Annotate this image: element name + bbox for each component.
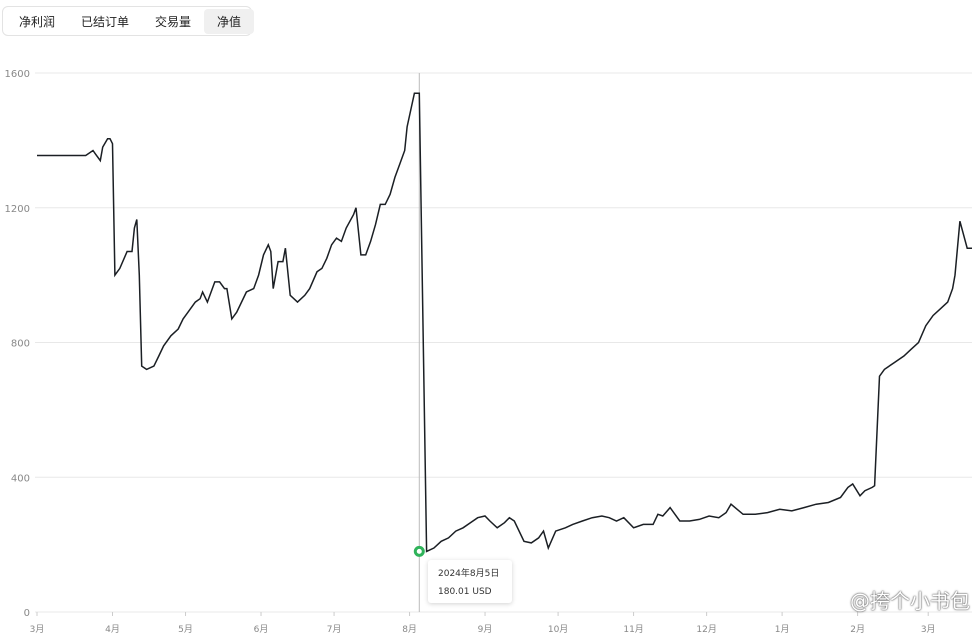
y-tick-label: 1600 (5, 69, 30, 80)
tab-bar: 净利润 已结订单 交易量 净值 (2, 6, 255, 36)
y-tick-label: 800 (11, 339, 30, 350)
x-tick-label: 5月 (178, 624, 193, 635)
x-tick-label: 1月 (775, 624, 790, 635)
x-tick-label: 6月 (254, 624, 269, 635)
x-tick-label: 10月 (548, 624, 568, 635)
y-tick-label: 1200 (5, 204, 30, 215)
watermark: @挎个小书包 (850, 589, 970, 613)
line (37, 92, 972, 553)
x-tick-label: 8月 (402, 624, 417, 635)
y-tick-label: 0 (24, 608, 30, 619)
y-tick-label: 400 (11, 473, 30, 484)
tab[interactable]: 交易量 (155, 14, 192, 29)
tooltip-value: 180.01 USD (438, 587, 492, 597)
x-tick-label: 12月 (696, 624, 716, 635)
tooltip-point (413, 545, 425, 557)
x-tick-label: 4月 (105, 624, 120, 635)
tab[interactable]: 净利润 (19, 14, 56, 29)
tooltip: 2024年8月5日 180.01 USD (428, 560, 512, 603)
tab[interactable]: 已结订单 (81, 14, 130, 29)
x-tick-label: 11月 (623, 624, 643, 635)
x-tick-label: 2月 (850, 624, 865, 635)
tab[interactable]: 净值 (204, 8, 255, 34)
x-tick-label: 7月 (327, 624, 342, 635)
x-tick-label: 3月 (921, 624, 936, 635)
x-tick-label: 3月 (30, 624, 45, 635)
tooltip-date: 2024年8月5日 (438, 569, 500, 579)
x-tick-label: 9月 (478, 624, 493, 635)
